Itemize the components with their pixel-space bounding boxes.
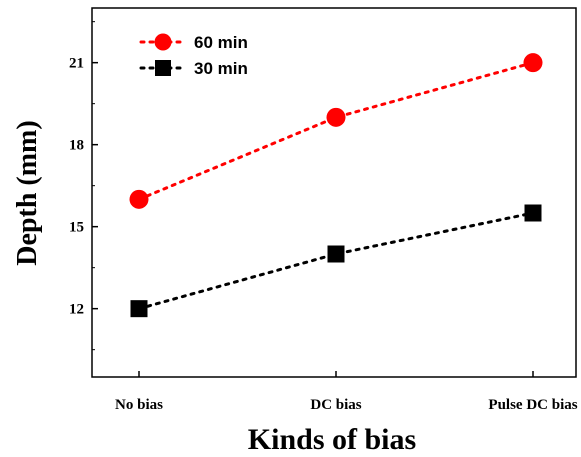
x-tick-label: No bias — [115, 397, 163, 413]
x-tick-label: DC bias — [310, 397, 361, 413]
legend-label: 60 min — [194, 33, 248, 52]
y-tick-label: 18 — [69, 138, 84, 154]
plot-frame — [91, 7, 577, 378]
data-point — [129, 189, 149, 209]
legend-marker — [154, 33, 172, 51]
data-point — [326, 107, 346, 127]
y-axis: 12 15 18 21 — [69, 21, 98, 351]
legend: 60 min 30 min — [139, 33, 248, 78]
series-line — [137, 61, 535, 201]
x-axis-title: Kinds of bias — [248, 423, 416, 456]
y-axis-title: Depth (mm) — [12, 120, 43, 265]
x-axis: No bias DC bias Pulse DC bias — [115, 371, 578, 413]
y-tick-label: 12 — [69, 302, 84, 318]
data-point — [327, 245, 345, 263]
data-point — [130, 300, 148, 318]
legend-label: 30 min — [194, 59, 248, 78]
y-tick-label: 15 — [69, 220, 84, 236]
x-tick-label: Pulse DC bias — [488, 397, 577, 413]
legend-marker — [155, 60, 171, 76]
y-tick-label: 21 — [69, 56, 84, 72]
series-layer — [129, 53, 543, 318]
data-point — [524, 204, 542, 222]
data-point — [523, 53, 543, 73]
